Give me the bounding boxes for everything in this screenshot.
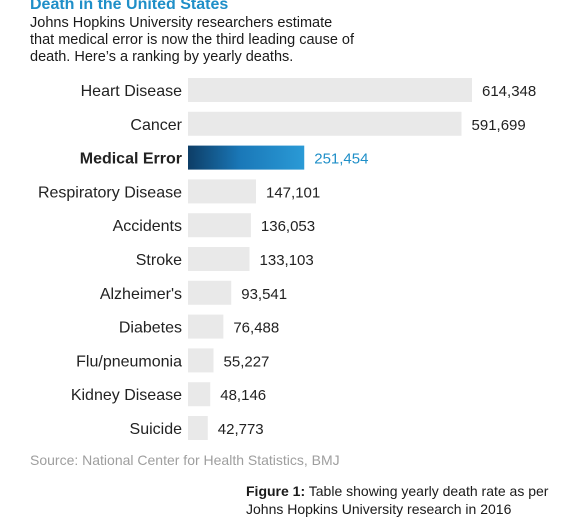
value-label-suicide: 42,773 bbox=[218, 421, 264, 438]
category-label-medical-error: Medical Error bbox=[80, 151, 182, 168]
category-label-kidney-disease: Kidney Disease bbox=[71, 387, 182, 404]
source-note: Source: National Center for Health Stati… bbox=[30, 452, 340, 468]
category-label-suicide: Suicide bbox=[130, 421, 183, 438]
category-label-accidents: Accidents bbox=[113, 218, 182, 235]
chart-title: Death in the United States bbox=[30, 0, 229, 13]
value-label-diabetes: 76,488 bbox=[233, 320, 279, 337]
bar-respiratory-disease bbox=[188, 179, 257, 204]
value-label-heart-disease: 614,348 bbox=[482, 83, 536, 100]
value-label-stroke: 133,103 bbox=[260, 252, 314, 269]
chart-subtitle: Johns Hopkins University researchers est… bbox=[30, 15, 355, 65]
bar-accidents bbox=[188, 213, 251, 238]
value-label-medical-error: 251,454 bbox=[314, 151, 368, 168]
value-label-flu-pneumonia: 55,227 bbox=[224, 353, 270, 370]
category-label-cancer: Cancer bbox=[130, 117, 182, 134]
bar-heart-disease bbox=[188, 78, 472, 102]
bar-flu-pneumonia bbox=[188, 348, 214, 373]
category-label-alzheimer-s: Alzheimer's bbox=[100, 286, 182, 303]
caption-label: Figure 1: bbox=[246, 483, 306, 499]
figure-caption: Figure 1: Table showing yearly death rat… bbox=[246, 482, 566, 518]
bar-stroke bbox=[188, 247, 250, 271]
value-label-kidney-disease: 48,146 bbox=[220, 387, 266, 404]
bar-medical-error bbox=[188, 145, 305, 170]
bar-cancer bbox=[188, 111, 462, 136]
caption-text: Table showing yearly death rate as per J… bbox=[246, 483, 549, 517]
category-label-respiratory-disease: Respiratory Disease bbox=[38, 184, 182, 201]
category-label-stroke: Stroke bbox=[136, 252, 182, 269]
bar-suicide bbox=[188, 416, 208, 440]
bar-diabetes bbox=[188, 314, 224, 339]
bar-alzheimer-s bbox=[188, 280, 232, 305]
category-label-flu-pneumonia: Flu/pneumonia bbox=[76, 353, 182, 370]
value-label-alzheimer-s: 93,541 bbox=[241, 286, 287, 303]
category-label-diabetes: Diabetes bbox=[119, 320, 182, 337]
value-label-respiratory-disease: 147,101 bbox=[266, 184, 320, 201]
value-label-accidents: 136,053 bbox=[261, 218, 315, 235]
bar-chart: Heart Disease 614,348 Cancer 591,699 Medical… bbox=[38, 78, 536, 440]
category-label-heart-disease: Heart Disease bbox=[81, 83, 182, 100]
value-label-cancer: 591,699 bbox=[472, 117, 526, 134]
bar-kidney-disease bbox=[188, 382, 211, 407]
